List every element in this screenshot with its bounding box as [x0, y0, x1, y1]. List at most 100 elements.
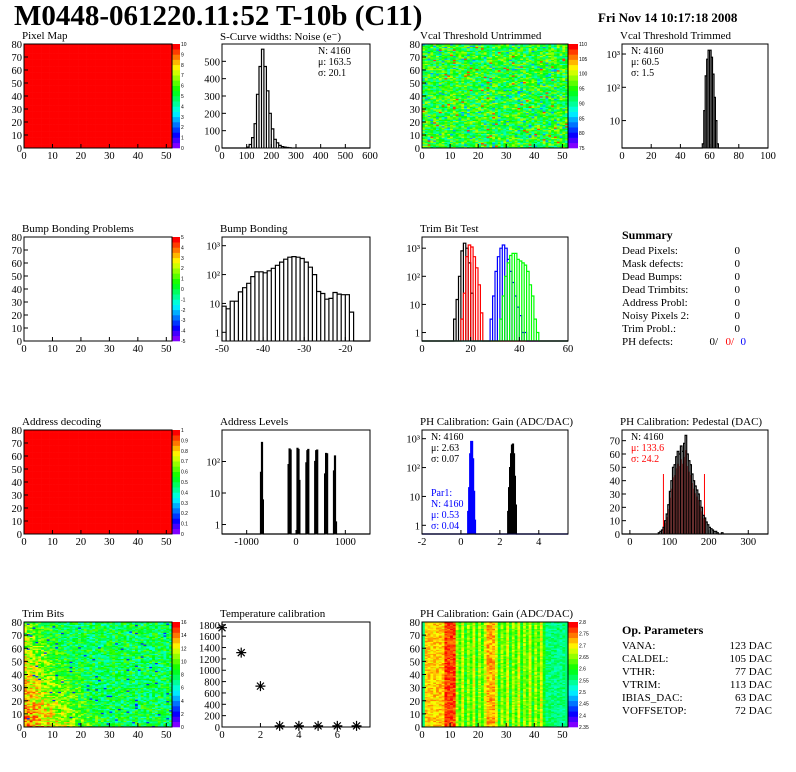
heatmap-cell [46, 101, 50, 103]
heatmap-cell [83, 51, 87, 54]
canvas-title: M0448-061220.11:52 T-10b (C11) [14, 0, 422, 33]
heatmap-cell [163, 93, 167, 95]
heatmap-cell [72, 124, 76, 127]
heatmap-cell [55, 68, 59, 71]
heatmap-cell [163, 120, 167, 123]
heatmap-cell [80, 89, 85, 92]
heatmap-cell [80, 81, 85, 84]
heatmap-cell [43, 138, 48, 141]
heatmap-cell [129, 107, 133, 110]
heatmap-cell [80, 79, 85, 81]
heatmap-cell [422, 88, 426, 90]
heatmap-cell [46, 77, 50, 80]
heatmap-cell [86, 111, 90, 114]
heatmap-cell [103, 45, 107, 47]
heatmap-cell [55, 83, 59, 85]
heatmap-cell [169, 125, 173, 128]
heatmap-cell [26, 132, 30, 134]
heatmap-cell [86, 120, 90, 123]
heatmap-cell [143, 50, 147, 53]
heatmap-cell [166, 72, 170, 75]
heatmap-cell [86, 112, 90, 115]
heatmap-cell [112, 84, 116, 86]
heatmap-cell [55, 119, 59, 121]
heatmap-cell [112, 115, 116, 118]
heatmap-cell [43, 112, 48, 115]
heatmap-cell [29, 123, 33, 125]
heatmap-cell [422, 135, 426, 137]
heatmap-cell [146, 72, 150, 75]
heatmap-cell [61, 137, 65, 140]
heatmap-cell [63, 132, 67, 134]
heatmap-cell [152, 125, 156, 128]
heatmap-cell [152, 105, 156, 107]
heatmap-cell [137, 60, 141, 63]
heatmap-cell [117, 64, 122, 67]
heatmap-cell [63, 50, 67, 53]
palette-swatch [172, 137, 180, 144]
heatmap-cell [63, 77, 67, 80]
heatmap-cell [100, 120, 104, 123]
heatmap-cell [152, 122, 156, 124]
heatmap-cell [160, 50, 164, 53]
heatmap-cell [103, 107, 107, 110]
heatmap-cell [38, 140, 42, 142]
heatmap-cell [140, 110, 144, 112]
heatmap-cell [38, 105, 42, 107]
heatmap-cell [83, 133, 87, 136]
heatmap-cell [120, 116, 124, 119]
heatmap-cell [61, 77, 65, 80]
heatmap-cell [109, 105, 113, 107]
heatmap-cell [424, 97, 428, 99]
heatmap-cell [143, 96, 147, 98]
heatmap-cell [24, 105, 28, 107]
heatmap-cell [83, 111, 87, 114]
heatmap-cell [106, 132, 110, 134]
heatmap-cell [129, 132, 133, 134]
heatmap-cell [154, 88, 159, 90]
heatmap-cell [126, 49, 130, 51]
heatmap-cell [35, 133, 39, 136]
palette-swatch [172, 142, 180, 149]
heatmap-cell [41, 116, 45, 119]
heatmap-cell [83, 81, 87, 84]
heatmap-cell [126, 127, 130, 129]
heatmap-cell [89, 96, 93, 98]
heatmap-cell [137, 105, 141, 107]
heatmap-cell [132, 144, 136, 146]
heatmap-cell [137, 128, 141, 131]
heatmap-cell [424, 70, 428, 72]
heatmap-cell [69, 109, 73, 111]
heatmap-cell [112, 114, 116, 116]
heatmap-cell [129, 93, 133, 95]
heatmap-cell [92, 53, 96, 55]
heatmap-cell [123, 47, 127, 50]
heatmap-cell [146, 140, 150, 142]
heatmap-cell [126, 102, 130, 105]
heatmap-cell [66, 85, 70, 88]
heatmap-cell [157, 97, 161, 99]
heatmap-cell [112, 81, 116, 84]
heatmap-cell [166, 141, 170, 144]
heatmap-cell [137, 127, 141, 129]
heatmap-cell [80, 119, 85, 121]
heatmap-cell [80, 92, 85, 94]
heatmap-cell [166, 99, 170, 102]
heatmap-cell [157, 90, 161, 93]
heatmap-cell [32, 46, 36, 49]
heatmap-cell [146, 57, 150, 59]
heatmap-cell [38, 135, 42, 137]
heatmap-cell [80, 85, 85, 88]
heatmap-cell [63, 92, 67, 94]
stats-text: μ: 163.5 [318, 57, 351, 68]
heatmap-cell [72, 101, 76, 103]
heatmap-cell [75, 142, 79, 145]
heatmap-cell [152, 51, 156, 54]
heatmap-cell [98, 127, 102, 129]
heatmap-cell [109, 101, 113, 103]
heatmap-cell [103, 115, 107, 118]
heatmap-cell [154, 49, 159, 51]
heatmap-cell [55, 72, 59, 75]
heatmap-cell [143, 63, 147, 66]
heatmap-cell [52, 128, 56, 131]
